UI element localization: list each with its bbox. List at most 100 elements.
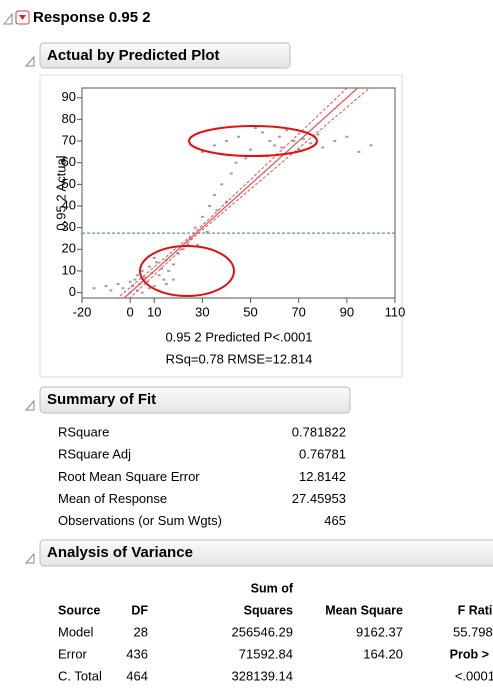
- y-tick-label: 20: [62, 241, 76, 256]
- row-label: Observations (or Sum Wgts): [58, 513, 222, 528]
- annotation-ellipse: [188, 125, 318, 157]
- disclosure-icon[interactable]: [24, 55, 35, 67]
- point: [224, 140, 228, 143]
- point: [92, 287, 96, 290]
- x-tick-label: 90: [340, 304, 354, 319]
- point: [200, 150, 204, 153]
- point: [157, 274, 161, 277]
- confidence-curve: [129, 88, 371, 298]
- section-title: Analysis of Variance: [47, 544, 193, 561]
- point: [171, 263, 175, 266]
- point: [321, 146, 325, 149]
- table-cell: Error: [58, 646, 88, 661]
- point: [345, 135, 349, 138]
- point: [133, 278, 137, 281]
- plot-frame: [81, 87, 396, 299]
- point: [302, 137, 306, 140]
- table-cell: Prob > F: [450, 647, 493, 661]
- point: [135, 274, 139, 277]
- point: [109, 289, 113, 292]
- table-cell: C. Total: [58, 668, 102, 683]
- point: [164, 282, 168, 285]
- point: [253, 127, 257, 130]
- point: [212, 144, 216, 147]
- point: [268, 140, 272, 143]
- column-header: Source: [58, 603, 100, 617]
- row-value: 27.45953: [292, 491, 346, 506]
- row-label: RSquare Adj: [58, 447, 131, 462]
- point: [292, 140, 296, 143]
- point: [159, 267, 163, 270]
- disclosure-icon[interactable]: [24, 552, 35, 564]
- point: [140, 291, 144, 294]
- section-header[interactable]: [39, 539, 493, 567]
- point: [249, 148, 253, 151]
- row-value: 0.781822: [292, 424, 346, 439]
- row-value: 0.76781: [299, 447, 346, 462]
- point: [196, 243, 200, 246]
- table-cell: 256546.29: [232, 624, 293, 639]
- report-title: Response 0.95 2: [33, 9, 151, 26]
- row-label: Mean of Response: [58, 491, 167, 506]
- y-tick-label: 90: [62, 89, 76, 104]
- fit-line: [123, 88, 359, 298]
- section-title: Summary of Fit: [47, 391, 156, 408]
- point: [369, 144, 373, 147]
- point: [212, 194, 216, 197]
- point: [147, 287, 151, 290]
- y-axis-label: 0.95 2 Actual: [53, 155, 68, 230]
- confidence-curve: [116, 88, 348, 298]
- y-tick-label: 60: [62, 154, 76, 169]
- menu-arrow: [19, 15, 26, 20]
- table-cell: 71592.84: [239, 646, 293, 661]
- point: [244, 157, 248, 160]
- table-cell: <.0001*: [455, 668, 493, 683]
- row-value: 465: [324, 513, 346, 528]
- y-tick-label: 40: [62, 197, 76, 212]
- row-value: 12.8142: [299, 469, 346, 484]
- x-axis-label: 0.95 2 Predicted P<.0001: [165, 329, 312, 344]
- point: [176, 252, 180, 255]
- table-cell: 328139.14: [232, 668, 293, 683]
- point: [155, 261, 159, 264]
- point: [333, 140, 337, 143]
- point: [205, 230, 209, 233]
- point: [309, 142, 313, 145]
- point: [277, 135, 281, 138]
- table-cell: 9162.37: [356, 624, 403, 639]
- y-tick-label: 0: [69, 284, 76, 299]
- disclosure-icon[interactable]: [2, 12, 13, 25]
- point: [215, 209, 219, 212]
- point: [167, 269, 171, 272]
- table-cell: 464: [126, 668, 148, 683]
- y-tick-label: 30: [62, 219, 76, 234]
- point: [152, 285, 156, 288]
- point: [147, 265, 151, 268]
- table-cell: 55.7988: [453, 624, 493, 639]
- x-tick-label: 50: [243, 304, 257, 319]
- point: [104, 285, 108, 288]
- point: [152, 256, 156, 259]
- plot-area: [82, 88, 395, 298]
- y-tick-label: 10: [62, 262, 76, 277]
- column-header: DF: [131, 603, 148, 617]
- disclosure-icon[interactable]: [24, 399, 35, 411]
- fit-stats: RSq=0.78 RMSE=12.814: [166, 351, 313, 366]
- y-tick-label: 70: [62, 132, 76, 147]
- point: [181, 248, 185, 251]
- point: [186, 243, 190, 246]
- point: [229, 172, 233, 175]
- point: [193, 226, 197, 229]
- point: [261, 131, 265, 134]
- section-header[interactable]: [39, 386, 351, 414]
- point: [140, 269, 144, 272]
- point: [357, 150, 361, 153]
- x-tick-label: 110: [385, 304, 406, 319]
- point: [200, 215, 204, 218]
- section-header[interactable]: [39, 42, 291, 69]
- x-tick-label: 10: [147, 304, 161, 319]
- point: [131, 285, 135, 288]
- point: [220, 183, 224, 186]
- x-tick-label: 30: [195, 304, 209, 319]
